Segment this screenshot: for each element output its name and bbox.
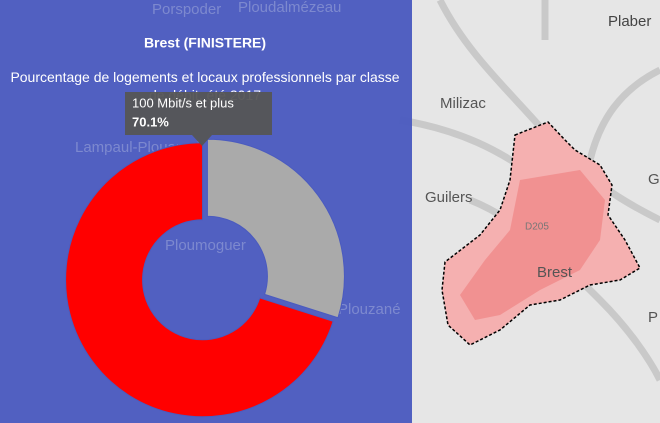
tooltip-category: 100 Mbit/s et plus (132, 95, 234, 110)
map-label: Porspoder (152, 1, 221, 18)
map-label: Brest (537, 264, 573, 281)
map-label: Ploumoguer (165, 237, 246, 254)
map-label: D205 (525, 222, 549, 233)
map-label: Guilers (425, 189, 473, 206)
tooltip-value: 70.1% (132, 114, 169, 129)
map-label: P (648, 309, 658, 326)
map-label: Plouzané (338, 301, 401, 318)
donut (65, 138, 345, 418)
tooltip-box (125, 92, 272, 146)
coverage-area (460, 170, 605, 320)
chart-title: Brest (FINISTERE) (144, 35, 266, 51)
donut-slice (206, 138, 345, 319)
tooltip: 100 Mbit/s et plus 70.1% (125, 92, 272, 146)
map-label: Plaber (608, 13, 651, 30)
map-label: Ploudalmézeau (238, 0, 341, 16)
map-label: G (648, 171, 660, 188)
map-label: Milizac (440, 95, 486, 112)
donut-slice (65, 142, 334, 418)
